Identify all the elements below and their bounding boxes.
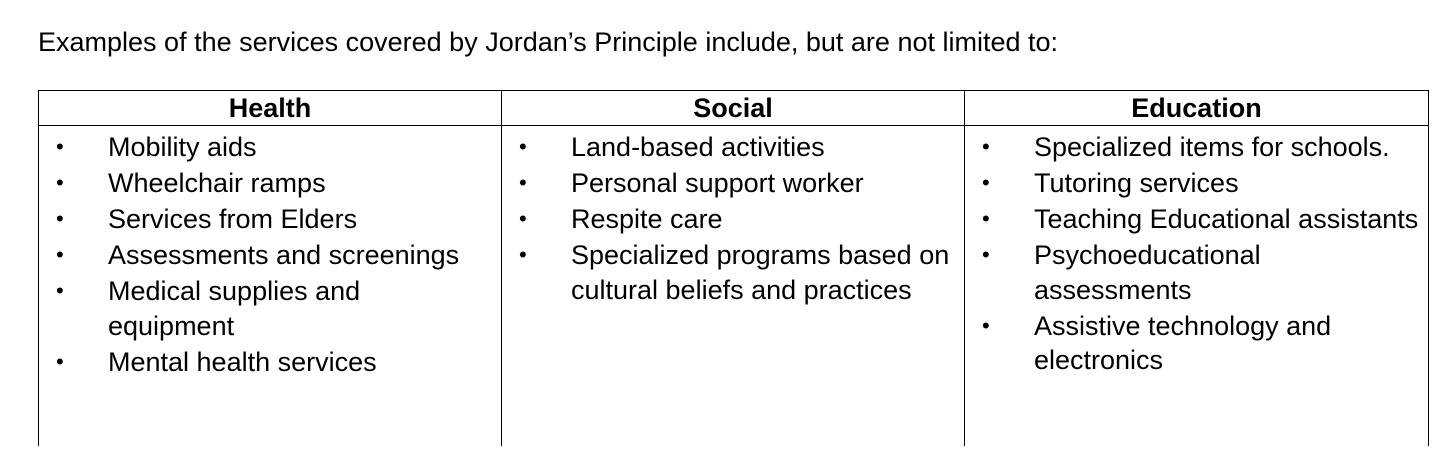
header-education: Education	[964, 90, 1429, 126]
list-item: • Medical supplies and equipment	[39, 274, 501, 343]
list-item: • Tutoring services	[965, 166, 1428, 201]
list-item-text: Services from Elders	[108, 204, 358, 234]
list-item-text: Assistive technology and electronics	[1034, 310, 1332, 376]
bullet-icon: •	[519, 242, 527, 267]
health-list: • Mobility aids • Wheelchair ramps • Servic…	[39, 130, 501, 379]
services-table: Health Social Education • Mobility aids •…	[38, 90, 1429, 446]
list-item: • Respite care	[502, 202, 964, 237]
header-row: Health Social Education	[38, 90, 1429, 126]
list-item-text: Land-based activities	[571, 132, 825, 162]
bullet-icon: •	[982, 242, 990, 267]
list-item-text: Psychoeducational assessments	[1034, 240, 1261, 305]
bullet-icon: •	[56, 206, 64, 231]
bullet-icon: •	[519, 134, 527, 159]
list-item-text: Tutoring services	[1034, 168, 1239, 198]
list-item-text: Medical supplies and equipment	[108, 276, 361, 341]
header-social: Social	[501, 90, 965, 126]
list-item: • Mobility aids	[39, 130, 501, 165]
list-item-text: Mobility aids	[108, 132, 257, 162]
list-item: • Psychoeducational assessments	[965, 238, 1428, 307]
list-item-text: Respite care	[571, 204, 723, 234]
bullet-icon: •	[56, 242, 64, 267]
list-item: • Services from Elders	[39, 202, 501, 237]
list-item: • Assistive technology and electronics	[965, 309, 1428, 378]
bullet-icon: •	[56, 134, 64, 159]
education-list: • Specialized items for schools. • Tutorin…	[965, 130, 1428, 378]
list-item: • Specialized programs based on cultural …	[502, 238, 964, 307]
bullet-icon: •	[56, 278, 64, 303]
bullet-icon: •	[982, 206, 990, 231]
bullet-icon: •	[519, 206, 527, 231]
bullet-icon: •	[982, 134, 990, 159]
list-item-text: Wheelchair ramps	[108, 168, 326, 198]
social-list: • Land-based activities • Personal support…	[502, 130, 964, 307]
bullet-icon: •	[982, 312, 990, 338]
bullet-icon: •	[56, 348, 64, 374]
list-item: • Assessments and screenings	[39, 238, 501, 273]
list-item: • Wheelchair ramps	[39, 166, 501, 201]
social-cell: • Land-based activities • Personal support…	[501, 125, 965, 446]
list-item-text: Mental health services	[108, 346, 377, 377]
header-health: Health	[38, 90, 502, 126]
intro-text: Examples of the services covered by Jord…	[38, 27, 1059, 57]
list-item-text: Personal support worker	[571, 168, 864, 198]
education-cell: • Specialized items for schools. • Tutorin…	[964, 125, 1429, 446]
bullet-icon: •	[519, 170, 527, 195]
bullet-icon: •	[56, 170, 64, 195]
list-item: • Land-based activities	[502, 130, 964, 165]
list-item: • Personal support worker	[502, 166, 964, 201]
list-item-text: Specialized items for schools.	[1034, 132, 1390, 162]
bullet-icon: •	[982, 170, 990, 195]
content-row: • Mobility aids • Wheelchair ramps • Servic…	[38, 125, 1429, 446]
list-item-text: Teaching Educational assistants	[1034, 204, 1419, 234]
list-item: • Mental health services	[39, 345, 501, 380]
list-item: • Specialized items for schools.	[965, 130, 1428, 165]
health-cell: • Mobility aids • Wheelchair ramps • Servic…	[38, 125, 502, 446]
list-item-text: Assessments and screenings	[108, 240, 460, 270]
list-item: • Teaching Educational assistants	[965, 202, 1428, 237]
list-item-text: Specialized programs based on cultural b…	[571, 240, 950, 305]
